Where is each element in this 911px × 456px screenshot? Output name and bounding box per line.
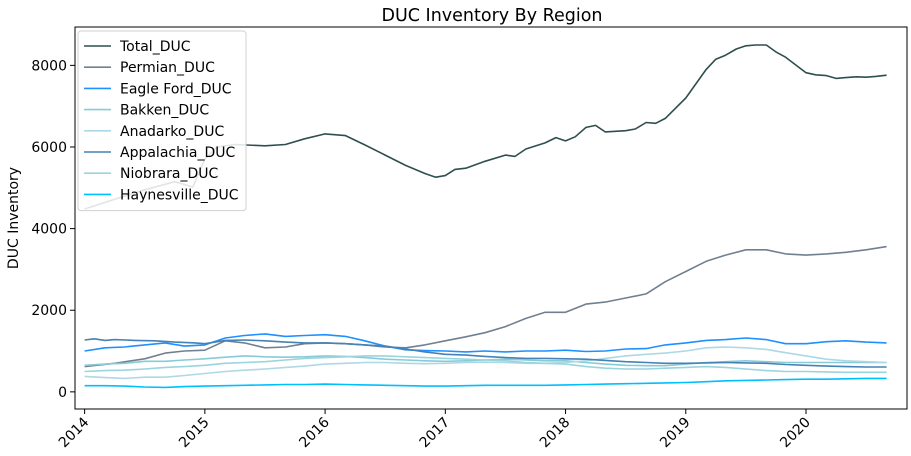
plot-area [74, 26, 908, 410]
legend-label: Bakken_DUC [120, 103, 209, 119]
y-tick-label: 4000 [31, 222, 67, 238]
legend-label: Anadarko_DUC [120, 124, 224, 140]
legend-label: Haynesville_DUC [120, 187, 239, 203]
y-tick-label: 6000 [31, 140, 67, 156]
y-tick-label: 0 [58, 385, 67, 401]
chart-title: DUC Inventory By Region [381, 6, 602, 26]
x-axis: 2014 2015 2016 2017 2018 2019 2020 [56, 409, 814, 451]
legend-label: Appalachia_DUC [120, 145, 235, 161]
legend-label: Eagle Ford_DUC [120, 81, 232, 97]
y-tick-label: 8000 [31, 58, 67, 74]
series-layer [84, 44, 887, 389]
plot-frame [74, 26, 908, 410]
x-tick-label: 2018 [537, 415, 574, 452]
y-axis-label: DUC Inventory [6, 167, 22, 269]
y-tick-label: 2000 [31, 303, 67, 319]
series-line-eagle-ford-duc [84, 333, 887, 353]
legend-label: Niobrara_DUC [120, 166, 219, 182]
series-line-appalachia-duc [84, 338, 887, 368]
series-line-haynesville-duc [84, 377, 887, 389]
x-tick-label: 2015 [176, 415, 213, 452]
series-line-total-duc [84, 44, 887, 210]
legend: Total_DUC Permian_DUC Eagle Ford_DUC Bakken… [77, 30, 247, 212]
x-tick-label: 2017 [417, 415, 454, 452]
legend-box [77, 30, 247, 212]
x-tick-label: 2019 [657, 415, 694, 452]
x-tick-label: 2020 [777, 415, 814, 452]
y-axis: 0 2000 4000 6000 8000 [31, 58, 75, 401]
series-line-niobrara-duc [84, 355, 887, 374]
legend-label: Permian_DUC [120, 60, 215, 76]
series-line-anadarko-duc [84, 346, 887, 380]
x-tick-label: 2014 [56, 414, 93, 451]
series-line-permian-duc [84, 245, 887, 368]
legend-label: Total_DUC [119, 39, 191, 55]
x-tick-label: 2016 [296, 414, 333, 451]
